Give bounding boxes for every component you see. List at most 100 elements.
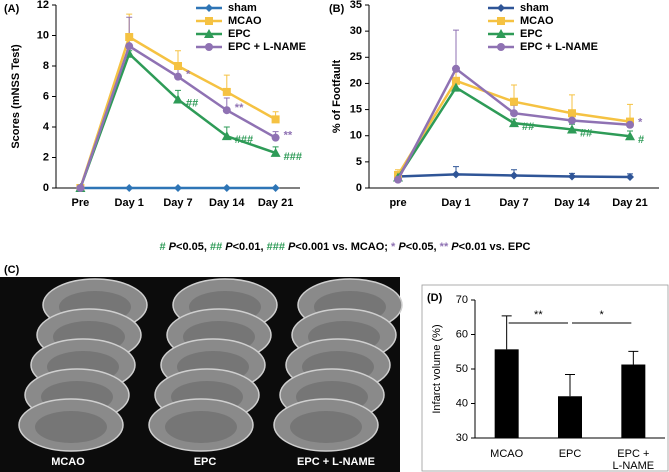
marker bbox=[568, 109, 576, 118]
marker bbox=[510, 97, 518, 106]
marker bbox=[125, 184, 134, 192]
marker bbox=[626, 120, 634, 129]
marker bbox=[222, 87, 231, 96]
y-tick-label: 30 bbox=[456, 432, 468, 444]
x-tick-label: EPC bbox=[559, 448, 582, 460]
marker bbox=[568, 116, 576, 125]
brain-slices bbox=[18, 278, 403, 452]
significance-mark: ### bbox=[235, 134, 253, 146]
x-tick-label: Day 14 bbox=[209, 197, 245, 209]
marker bbox=[270, 147, 281, 157]
y-axis-label: Infarct volume (%) bbox=[431, 324, 443, 413]
y-tick-label: 60 bbox=[456, 328, 468, 340]
legend-label: EPC + L-NAME bbox=[228, 41, 306, 53]
image-caption: MCAO bbox=[51, 456, 85, 468]
marker bbox=[76, 184, 85, 192]
footnote-part: ### bbox=[267, 241, 285, 253]
marker bbox=[625, 131, 635, 141]
y-axis-label: % of Footfault bbox=[331, 60, 343, 134]
x-tick-label: pre bbox=[389, 197, 406, 209]
footnote-part: <0.05, bbox=[176, 241, 210, 253]
footnote-part: P bbox=[448, 241, 459, 253]
marker bbox=[497, 43, 505, 51]
slice-inner bbox=[35, 411, 107, 443]
panel-label: (B) bbox=[329, 3, 345, 15]
image-caption: EPC + L-NAME bbox=[297, 456, 375, 468]
error-bar bbox=[453, 29, 459, 69]
significance-label: ** bbox=[534, 309, 543, 321]
x-tick-label: Day 1 bbox=[115, 197, 144, 209]
marker bbox=[174, 184, 182, 192]
error-bar bbox=[565, 374, 575, 397]
legend-label: sham bbox=[228, 2, 257, 14]
x-tick-label: EPC + bbox=[617, 448, 649, 460]
marker bbox=[510, 171, 518, 180]
marker bbox=[271, 115, 280, 124]
footnote-part: ## bbox=[210, 241, 222, 253]
legend-label: EPC + L-NAME bbox=[520, 41, 598, 53]
y-tick-label: 10 bbox=[37, 29, 49, 41]
significance-mark: * bbox=[186, 69, 191, 81]
slice-inner bbox=[290, 411, 362, 443]
panel-label: (C) bbox=[4, 264, 20, 276]
x-tick-label: Pre bbox=[72, 197, 90, 209]
legend-label: MCAO bbox=[228, 15, 262, 27]
marker bbox=[510, 109, 518, 118]
x-tick-label: Day 1 bbox=[441, 197, 470, 209]
footnote-part: P bbox=[285, 241, 296, 253]
y-tick-label: 50 bbox=[456, 363, 468, 375]
error-bar bbox=[126, 16, 133, 47]
marker bbox=[451, 82, 461, 92]
slice-inner bbox=[165, 411, 237, 443]
y-tick-label: 12 bbox=[37, 0, 49, 11]
y-tick-label: 25 bbox=[350, 51, 362, 63]
marker bbox=[205, 43, 213, 51]
marker bbox=[125, 42, 134, 51]
footnote-part: P bbox=[395, 241, 406, 253]
bar bbox=[621, 364, 646, 438]
y-tick-label: 35 bbox=[350, 0, 362, 11]
y-tick-label: 40 bbox=[456, 397, 468, 409]
footnote: # P<0.05, ## P<0.01, ### P<0.001 vs. MCA… bbox=[159, 241, 530, 253]
image-caption: EPC bbox=[194, 456, 217, 468]
marker bbox=[221, 131, 232, 141]
y-tick-label: 70 bbox=[456, 294, 468, 306]
legend-label: EPC bbox=[520, 28, 543, 40]
significance-mark: # bbox=[638, 134, 644, 146]
marker bbox=[125, 33, 134, 42]
significance-mark: ** bbox=[235, 102, 244, 114]
y-axis-label: Scores (mNSS Test) bbox=[10, 44, 22, 149]
marker bbox=[626, 173, 634, 182]
marker bbox=[497, 17, 505, 25]
y-tick-label: 4 bbox=[43, 121, 50, 133]
y-tick-label: 15 bbox=[350, 103, 362, 115]
marker bbox=[452, 76, 460, 85]
footnote-part: # bbox=[159, 241, 165, 253]
footnote-part: <0.05, bbox=[406, 241, 440, 253]
marker bbox=[204, 29, 214, 38]
marker bbox=[452, 64, 460, 73]
marker bbox=[271, 133, 280, 142]
marker bbox=[568, 172, 576, 181]
footnote-part: ** bbox=[440, 241, 449, 253]
footnote-part: <0.001 vs. MCAO; bbox=[295, 241, 391, 253]
marker bbox=[205, 17, 213, 25]
significance-mark: ### bbox=[284, 151, 302, 163]
x-tick-label: L-NAME bbox=[613, 460, 655, 472]
legend-label: EPC bbox=[228, 28, 251, 40]
error-bar bbox=[628, 350, 639, 365]
y-tick-label: 20 bbox=[350, 77, 362, 89]
x-tick-label: Day 7 bbox=[163, 197, 192, 209]
error-bar bbox=[501, 315, 512, 350]
marker bbox=[509, 118, 519, 128]
marker bbox=[394, 175, 402, 184]
marker bbox=[173, 94, 183, 104]
footnote-part: <0.01, bbox=[233, 241, 267, 253]
marker bbox=[222, 184, 231, 192]
x-tick-label: MCAO bbox=[490, 448, 523, 460]
significance-mark: ## bbox=[186, 97, 198, 109]
marker bbox=[271, 184, 280, 192]
legend-label: MCAO bbox=[520, 15, 554, 27]
panel-frame bbox=[421, 284, 669, 472]
